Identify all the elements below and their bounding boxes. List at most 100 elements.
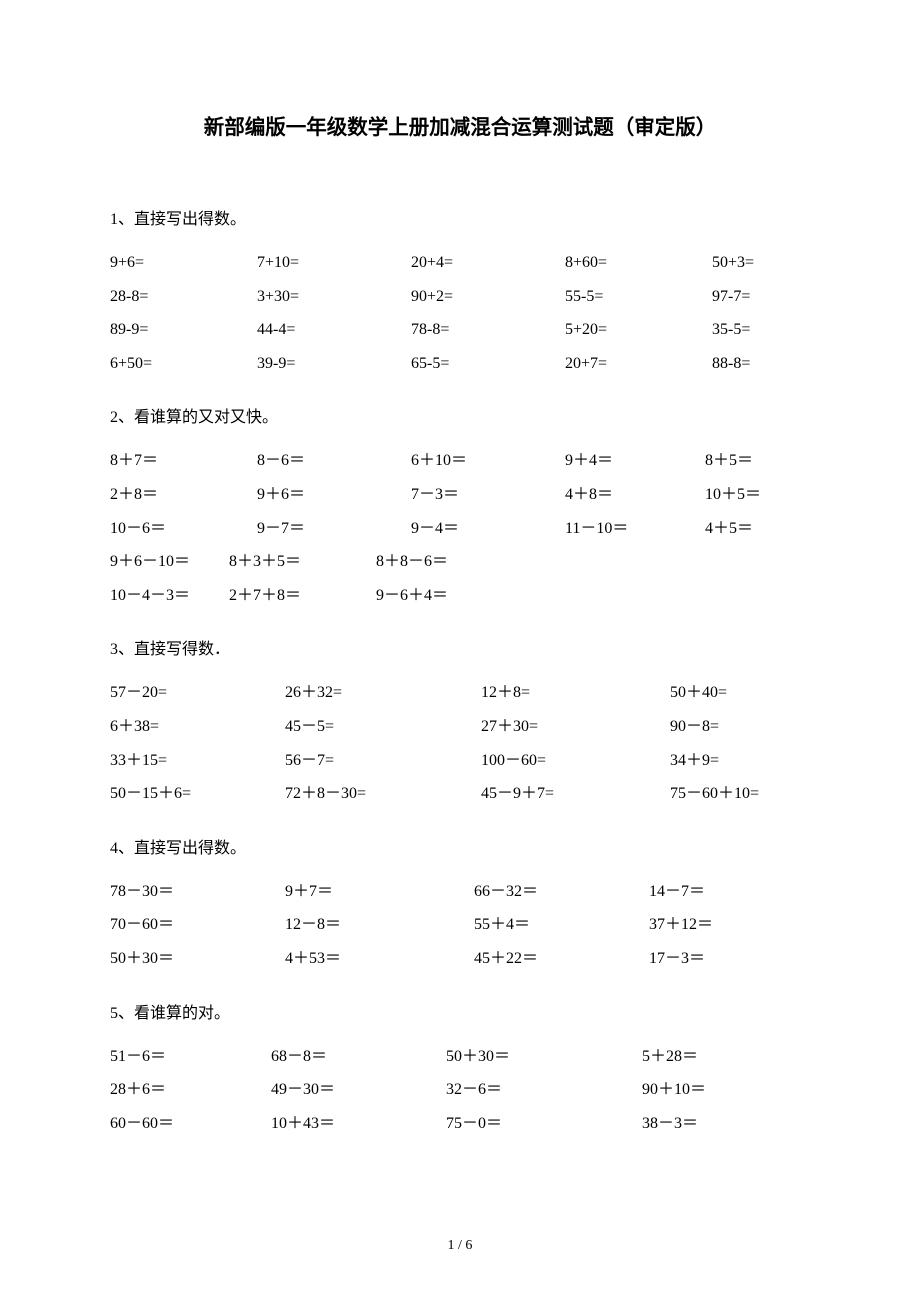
problem-cell: 75－60＋10= [670,777,810,811]
problem-cell: 50＋40= [670,676,810,710]
problem-cell: 20+4= [411,246,565,280]
page-number: 1 / 6 [0,1238,920,1254]
problem-cell: 66－32＝ [474,875,649,909]
section: 4、直接写出得数。 78－30＝9＋7＝66－32＝14－7＝70－60＝12－8… [110,837,810,976]
problem-cell: 75－0＝ [446,1107,642,1141]
problem-cell: 89-9= [110,313,257,347]
problem-cell: 9＋4＝ [565,444,705,478]
problem-cell: 3+30= [257,280,411,314]
problem-cell: 5＋28＝ [642,1040,810,1074]
problem-row: 8＋7＝8－6＝6＋10＝9＋4＝8＋5＝ [110,444,810,478]
problem-row: 51－6＝68－8＝50＋30＝5＋28＝ [110,1040,810,1074]
problem-row: 6+50=39-9=65-5=20+7=88-8= [110,347,810,381]
section: 5、看谁算的对。51－6＝68－8＝50＋30＝5＋28＝28＋6＝49－30＝… [110,1002,810,1141]
problem-row: 33＋15=56－7=100－60=34＋9= [110,744,810,778]
section-header: 1、直接写出得数。 [110,208,810,232]
problem-row: 57－20=26＋32=12＋8=50＋40= [110,676,810,710]
problem-cell: 32－6＝ [446,1073,642,1107]
problem-cell: 11－10＝ [565,512,705,546]
problem-cell: 51－6＝ [110,1040,271,1074]
problem-cell: 27＋30= [481,710,670,744]
problem-cell: 90＋10＝ [642,1073,810,1107]
problem-cell: 28-8= [110,280,257,314]
problem-row: 10－4－3＝2＋7＋8＝9－6＋4＝ [110,579,810,613]
problem-cell: 9＋6－10＝ [110,545,229,579]
problem-cell: 50＋30＝ [110,942,285,976]
problem-cell: 10－6＝ [110,512,257,546]
problem-cell: 57－20= [110,676,285,710]
problem-row: 50－15＋6=72＋8－30=45－9＋7=75－60＋10= [110,777,810,811]
problem-cell: 7+10= [257,246,411,280]
problem-cell: 12－8＝ [285,908,474,942]
section-header: 2、看谁算的又对又快。 [110,406,810,430]
section: 3、直接写得数．57－20=26＋32=12＋8=50＋40=6＋38=45－5… [110,638,810,810]
problem-cell: 78-8= [411,313,565,347]
problem-row: 60－60＝10＋43＝75－0＝38－3＝ [110,1107,810,1141]
problem-cell: 8+60= [565,246,712,280]
problem-cell: 56－7= [285,744,481,778]
problem-cell: 45－9＋7= [481,777,670,811]
problem-cell: 6＋38= [110,710,285,744]
problem-cell: 8＋3＋5＝ [229,545,376,579]
problem-cell: 49－30＝ [271,1073,446,1107]
problem-cell: 45＋22＝ [474,942,649,976]
problem-cell: 10＋43＝ [271,1107,446,1141]
problem-cell: 9－6＋4＝ [376,579,810,613]
problem-cell: 6+50= [110,347,257,381]
problem-row: 28-8=3+30=90+2=55-5=97-7= [110,280,810,314]
problem-cell: 35-5= [712,313,810,347]
problem-cell: 90－8= [670,710,810,744]
problem-cell: 6＋10＝ [411,444,565,478]
problem-cell: 33＋15= [110,744,285,778]
problem-cell: 50－15＋6= [110,777,285,811]
problem-cell: 4＋5＝ [705,512,810,546]
section: 1、直接写出得数。9+6=7+10=20+4=8+60=50+3=28-8=3+… [110,208,810,380]
problem-cell: 39-9= [257,347,411,381]
problem-cell: 60－60＝ [110,1107,271,1141]
problem-cell: 68－8＝ [271,1040,446,1074]
problem-cell: 4＋8＝ [565,478,705,512]
problem-cell: 100－60= [481,744,670,778]
problem-row: 6＋38=45－5=27＋30=90－8= [110,710,810,744]
problem-cell: 7－3＝ [411,478,565,512]
problem-cell: 10＋5＝ [705,478,810,512]
problem-cell: 50＋30＝ [446,1040,642,1074]
problem-row: 89-9=44-4=78-8=5+20=35-5= [110,313,810,347]
problem-cell: 50+3= [712,246,810,280]
problem-cell: 17－3＝ [649,942,810,976]
section-header: 5、看谁算的对。 [110,1002,810,1026]
problem-cell: 55-5= [565,280,712,314]
problem-cell: 78－30＝ [110,875,285,909]
problem-row: 70－60＝12－8＝55＋4＝37＋12＝ [110,908,810,942]
problem-cell: 28＋6＝ [110,1073,271,1107]
problem-cell: 45－5= [285,710,481,744]
problem-cell: 8－6＝ [257,444,411,478]
problem-cell: 9－7＝ [257,512,411,546]
problem-cell: 44-4= [257,313,411,347]
problem-cell: 12＋8= [481,676,670,710]
problem-cell: 2＋7＋8＝ [229,579,376,613]
problem-cell: 5+20= [565,313,712,347]
worksheet-title: 新部编版一年级数学上册加减混合运算测试题（审定版） [110,110,810,140]
section-header: 4、直接写出得数。 [110,837,810,861]
problem-cell: 9＋6＝ [257,478,411,512]
problem-cell: 8＋7＝ [110,444,257,478]
problem-cell: 38－3＝ [642,1107,810,1141]
problem-cell: 55＋4＝ [474,908,649,942]
problem-cell: 65-5= [411,347,565,381]
problem-cell: 9－4＝ [411,512,565,546]
problem-cell: 97-7= [712,280,810,314]
problem-cell: 9＋7＝ [285,875,474,909]
problem-cell: 26＋32= [285,676,481,710]
problem-cell: 90+2= [411,280,565,314]
problem-row: 9＋6－10＝8＋3＋5＝8＋8－6＝ [110,545,810,579]
problem-cell: 37＋12＝ [649,908,810,942]
sections-container: 1、直接写出得数。9+6=7+10=20+4=8+60=50+3=28-8=3+… [110,208,810,1140]
problem-cell: 88-8= [712,347,810,381]
problem-cell: 34＋9= [670,744,810,778]
problem-row: 10－6＝9－7＝9－4＝11－10＝4＋5＝ [110,512,810,546]
problem-cell: 4＋53＝ [285,942,474,976]
problem-cell: 9+6= [110,246,257,280]
problem-cell: 14－7＝ [649,875,810,909]
problem-row: 50＋30＝4＋53＝45＋22＝17－3＝ [110,942,810,976]
